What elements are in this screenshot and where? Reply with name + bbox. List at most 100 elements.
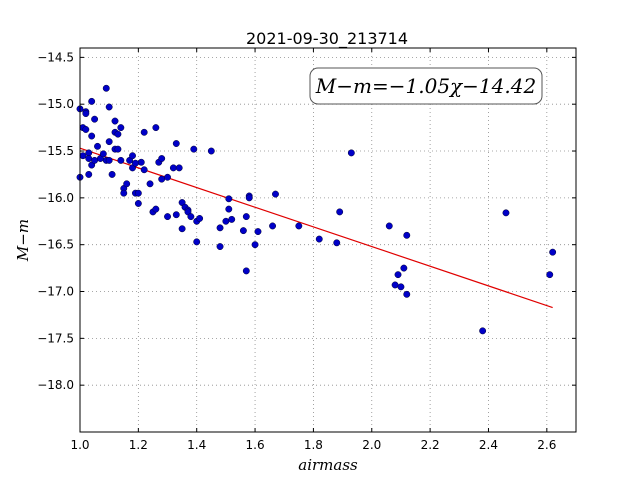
data-point xyxy=(222,217,230,225)
y-tick-label: −14.5 xyxy=(37,50,74,64)
data-point xyxy=(172,211,180,219)
data-point xyxy=(242,213,250,221)
y-tick-label: −17.0 xyxy=(37,285,74,299)
x-tick-label: 1.2 xyxy=(129,438,148,452)
x-tick-label: 1.0 xyxy=(70,438,89,452)
data-point xyxy=(108,170,116,178)
data-point xyxy=(175,164,183,172)
data-point xyxy=(137,158,145,166)
data-point xyxy=(178,225,186,233)
data-point xyxy=(403,290,411,298)
y-tick-label: −16.5 xyxy=(37,238,74,252)
data-points xyxy=(76,84,557,335)
data-point xyxy=(140,166,148,174)
data-point xyxy=(123,180,131,188)
data-point xyxy=(391,281,399,289)
fit-line-layer xyxy=(79,147,553,309)
data-point xyxy=(502,209,510,217)
x-tick-label: 2.6 xyxy=(537,438,556,452)
data-point xyxy=(187,213,195,221)
data-point xyxy=(105,103,113,111)
equation-text: M−m=−1.05χ−14.42 xyxy=(315,74,536,98)
data-point xyxy=(152,124,160,132)
data-point xyxy=(254,228,262,236)
data-point xyxy=(546,271,554,279)
equation-box xyxy=(309,67,543,105)
x-tick-label: 1.8 xyxy=(304,438,323,452)
data-point xyxy=(269,222,277,230)
data-point xyxy=(315,235,323,243)
data-point xyxy=(85,155,93,162)
data-point xyxy=(111,117,119,125)
data-point xyxy=(228,215,236,223)
data-point xyxy=(394,271,402,279)
data-point xyxy=(82,126,90,133)
data-point xyxy=(239,227,247,235)
data-point xyxy=(88,132,96,140)
grid-lines xyxy=(80,48,576,432)
equation-annotation: M−m=−1.05χ−14.42 xyxy=(309,67,543,105)
data-point xyxy=(134,189,142,197)
data-point xyxy=(158,155,166,162)
data-point xyxy=(91,115,99,123)
data-point xyxy=(85,170,93,178)
data-point xyxy=(169,164,177,172)
data-point xyxy=(172,140,180,147)
x-tick-label: 1.4 xyxy=(187,438,206,452)
data-point xyxy=(196,215,204,222)
data-point xyxy=(102,84,110,92)
data-point xyxy=(105,156,113,164)
data-point xyxy=(251,241,259,249)
data-point xyxy=(164,213,171,221)
data-point xyxy=(88,97,96,105)
data-point xyxy=(114,145,122,153)
x-axis-ticks: 1.0 1.2 1.4 1.6 1.8 2.0 2.2 2.4 2.6 xyxy=(70,48,556,452)
data-point xyxy=(400,264,408,272)
data-point xyxy=(117,124,125,132)
data-point xyxy=(225,195,233,203)
data-point xyxy=(336,208,344,216)
data-point xyxy=(129,152,136,160)
data-point xyxy=(479,327,487,335)
x-axis-label: airmass xyxy=(298,456,358,474)
data-point xyxy=(146,180,154,188)
data-point xyxy=(131,159,139,167)
data-point xyxy=(190,145,198,153)
data-point xyxy=(152,205,160,213)
y-axis-label: M−m xyxy=(14,219,32,262)
fit-line xyxy=(79,147,553,309)
y-tick-label: −15.0 xyxy=(37,97,74,111)
data-point xyxy=(158,175,166,183)
y-tick-label: −17.5 xyxy=(37,331,74,345)
data-point xyxy=(105,138,113,146)
data-point xyxy=(91,156,99,164)
x-tick-label: 2.4 xyxy=(479,438,498,452)
x-tick-label: 2.0 xyxy=(362,438,381,452)
data-point xyxy=(242,267,250,275)
data-point xyxy=(120,189,128,197)
data-point xyxy=(385,222,393,230)
data-point xyxy=(225,205,233,213)
data-point xyxy=(549,248,557,256)
x-tick-label: 2.2 xyxy=(421,438,440,452)
data-point xyxy=(295,222,303,230)
data-point xyxy=(140,128,148,136)
data-point xyxy=(82,110,90,118)
data-point xyxy=(114,130,122,138)
y-axis-ticks: −14.5 −15.0 −15.5 −16.0 −16.5 −17.0 −17.5 −18.0 xyxy=(37,50,576,392)
data-point xyxy=(94,142,101,150)
plot-frame xyxy=(79,47,577,433)
data-point xyxy=(333,239,341,247)
chart-title: 2021-09-30_213714 xyxy=(246,29,408,49)
data-point xyxy=(272,190,279,198)
y-tick-label: −16.0 xyxy=(37,191,74,205)
y-tick-label: −18.0 xyxy=(37,378,74,392)
data-point xyxy=(117,156,125,164)
data-point xyxy=(193,238,201,246)
data-point xyxy=(403,231,411,239)
y-tick-label: −15.5 xyxy=(37,144,74,158)
data-point xyxy=(245,194,253,202)
data-point xyxy=(216,224,224,232)
data-point xyxy=(216,243,224,251)
